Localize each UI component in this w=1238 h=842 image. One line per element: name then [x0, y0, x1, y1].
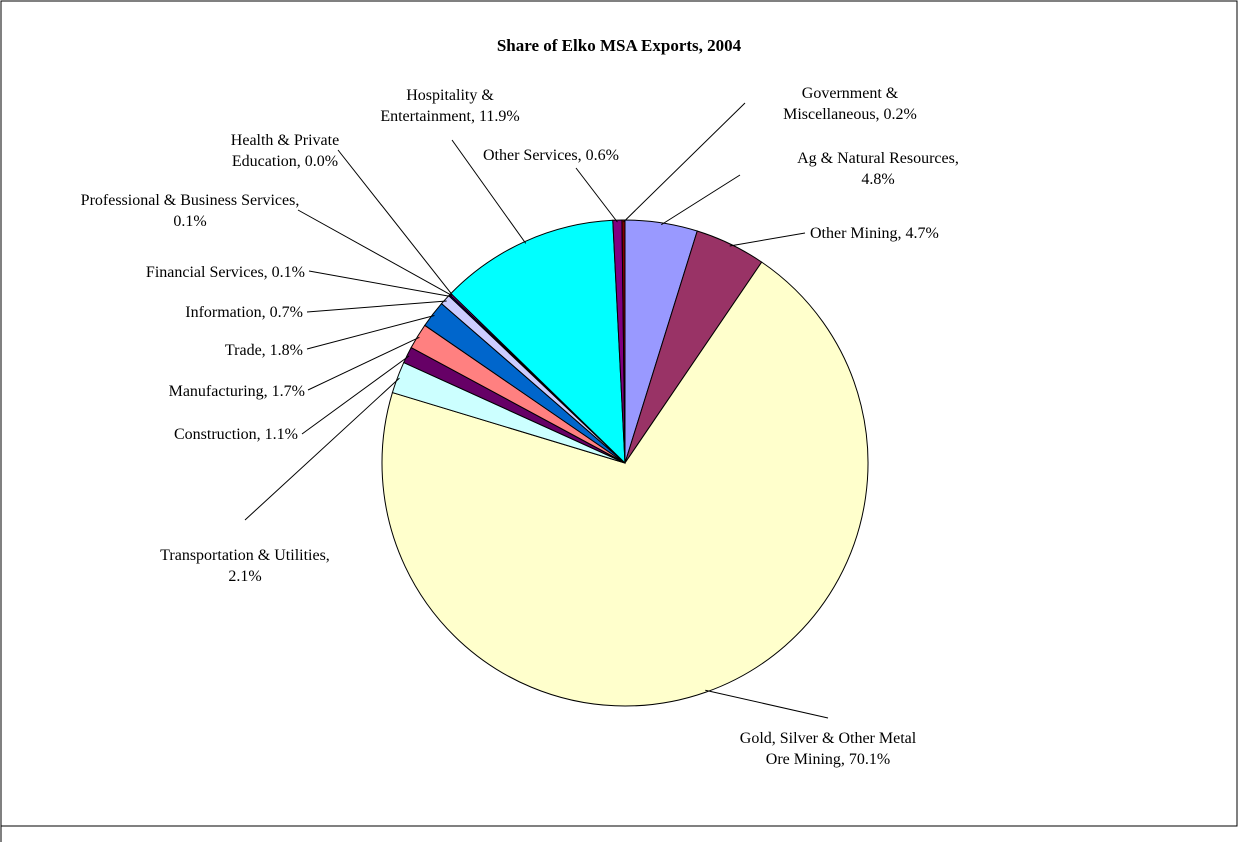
leader-line [301, 355, 410, 435]
leader-line [575, 167, 618, 223]
leader-line [244, 377, 400, 521]
leader-line [729, 232, 806, 247]
data-label: Hospitality & Entertainment, 11.9% [380, 87, 520, 125]
leader-line [623, 102, 746, 223]
leader-line [451, 139, 527, 244]
data-label: Government & Miscellaneous, 0.2% [783, 85, 917, 123]
leader-line [660, 174, 741, 226]
leader-line [308, 270, 451, 298]
data-label: Health & Private Education, 0.0% [230, 132, 340, 170]
data-label: Construction, 1.1% [174, 426, 298, 443]
leader-line [306, 300, 447, 313]
data-label: Information, 0.7% [185, 304, 303, 321]
pie-slice [381, 261, 869, 707]
data-label: Other Mining, 4.7% [810, 225, 939, 242]
leader-line [306, 314, 435, 350]
data-label: Professional & Business Services, 0.1% [80, 192, 300, 230]
data-label: Trade, 1.8% [224, 342, 303, 359]
chart-title: Share of Elko MSA Exports, 2004 [496, 36, 742, 55]
data-label: Transportation & Utilities, 2.1% [160, 547, 330, 585]
leader-line [307, 336, 420, 391]
data-label: Gold, Silver & Other Metal Ore Mining, 7… [739, 730, 917, 768]
data-label: Ag & Natural Resources, 4.8% [797, 150, 959, 188]
data-label: Financial Services, 0.1% [145, 264, 305, 281]
leader-line [297, 209, 453, 296]
leader-line [705, 689, 829, 719]
data-label: Other Services, 0.6% [483, 147, 619, 164]
data-label: Manufacturing, 1.7% [168, 383, 305, 400]
leader-line [337, 149, 453, 296]
